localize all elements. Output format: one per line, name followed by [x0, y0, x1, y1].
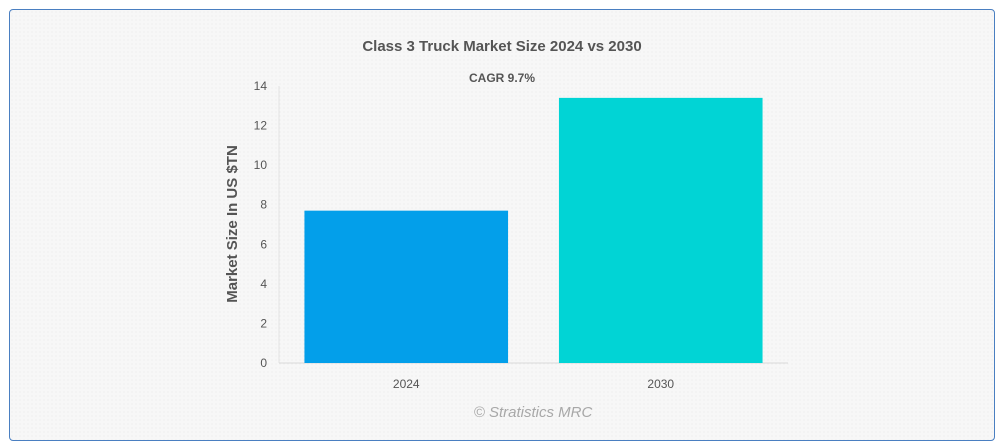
source-credit: © Stratistics MRC: [474, 404, 593, 421]
y-tick-label: 4: [260, 277, 267, 291]
chart-title: Class 3 Truck Market Size 2024 vs 2030: [362, 38, 641, 55]
y-tick-label: 12: [254, 119, 268, 133]
y-tick-label: 2: [260, 316, 267, 330]
chart-subtitle: CAGR 9.7%: [469, 71, 535, 85]
x-axis-ticks: 2024 2030: [393, 377, 675, 391]
x-tick-label: 2024: [393, 377, 420, 391]
y-tick-label: 0: [260, 356, 267, 370]
y-axis-ticks: 0 2 4 6 8 10 12 14: [254, 79, 268, 370]
y-axis-label: Market Size In US $TN: [224, 145, 241, 303]
y-tick-label: 8: [260, 198, 267, 212]
bar-2030: [558, 97, 763, 363]
bars: [304, 97, 763, 363]
bar-2024: [304, 210, 509, 363]
y-tick-label: 6: [260, 237, 267, 251]
x-tick-label: 2030: [647, 377, 674, 391]
y-tick-label: 10: [254, 158, 268, 172]
y-tick-label: 14: [254, 79, 268, 93]
